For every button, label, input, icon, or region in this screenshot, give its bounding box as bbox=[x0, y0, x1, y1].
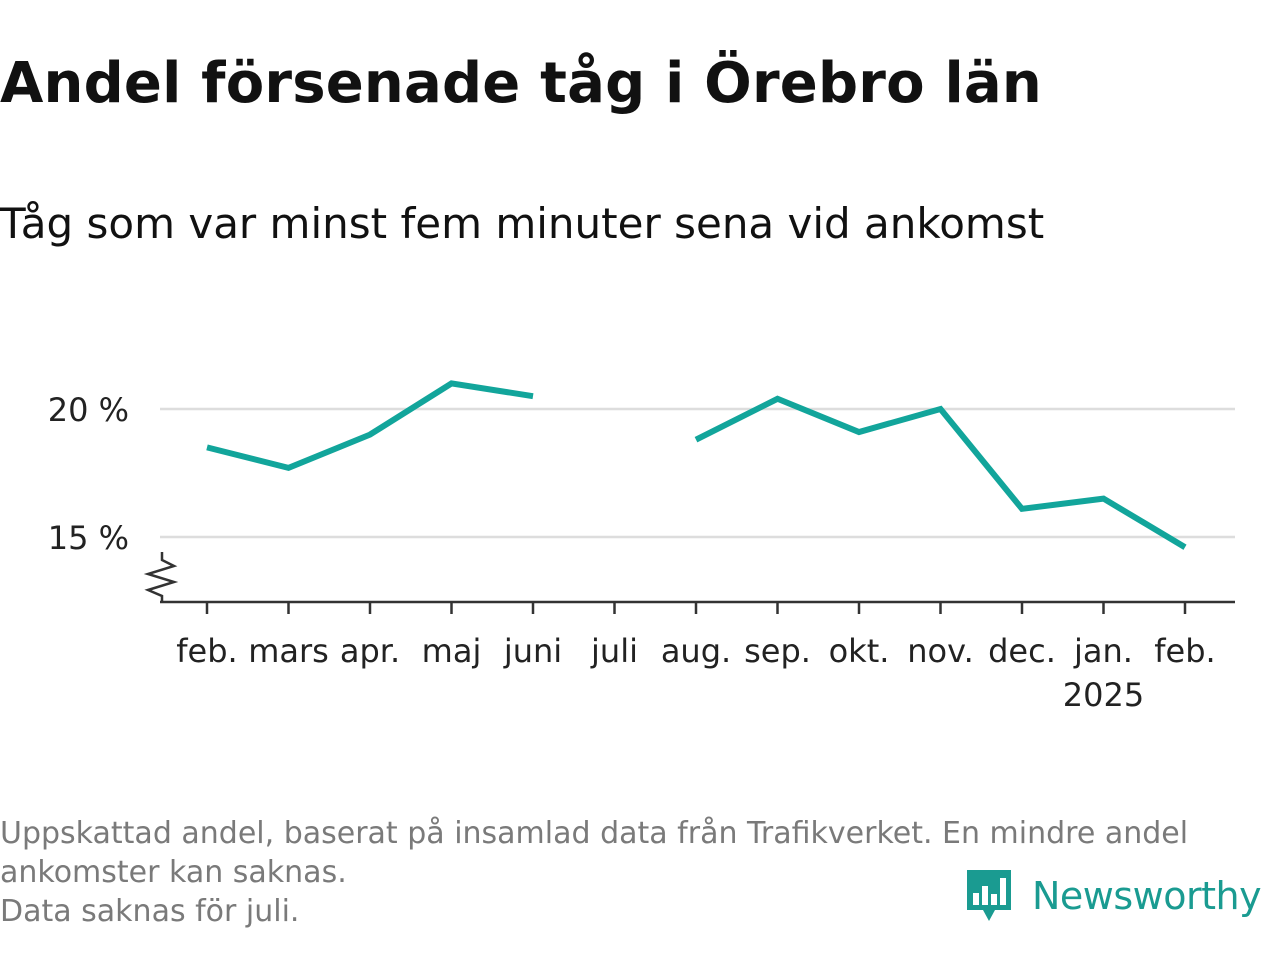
x-tick-label: juli bbox=[590, 632, 638, 670]
newsworthy-logo-icon bbox=[967, 870, 1011, 921]
series-line-segment bbox=[206, 380, 534, 472]
x-tick-label: maj bbox=[422, 632, 482, 670]
newsworthy-logo: Newsworthy bbox=[964, 864, 1262, 928]
brand-name: Newsworthy bbox=[1032, 874, 1262, 918]
x-tick-label: okt. bbox=[829, 632, 890, 670]
x-tick-label: jan. bbox=[1073, 632, 1133, 670]
series-line-segment bbox=[694, 395, 1187, 550]
y-tick-label: 20 % bbox=[48, 391, 129, 429]
x-tick-label: aug. bbox=[661, 632, 731, 670]
chart-footer: Uppskattad andel, baserat på insamlad da… bbox=[0, 814, 1270, 931]
chart-subtitle: Tåg som var minst fem minuter sena vid a… bbox=[0, 199, 1045, 248]
x-tick-label: apr. bbox=[340, 632, 400, 670]
chart-title: Andel försenade tåg i Örebro län bbox=[0, 51, 1042, 116]
x-tick-label: nov. bbox=[907, 632, 973, 670]
y-tick-labels: 15 % 20 % bbox=[48, 391, 129, 557]
x-year-label: 2025 bbox=[1063, 676, 1144, 714]
x-axis bbox=[143, 552, 1235, 614]
x-tick-label: juni bbox=[503, 632, 562, 670]
axis-break-marker bbox=[143, 552, 179, 602]
x-tick-labels: feb. mars apr. maj juni juli aug. sep. okt. nov. d… bbox=[176, 632, 1215, 714]
x-tick-label: mars bbox=[248, 632, 329, 670]
y-tick-label: 15 % bbox=[48, 519, 129, 557]
series-lines bbox=[206, 380, 1187, 550]
x-tick-label: dec. bbox=[988, 632, 1056, 670]
footer-note: Uppskattad andel, baserat på insamlad da… bbox=[0, 816, 1189, 890]
x-tick-label: feb. bbox=[176, 632, 237, 670]
x-tick-label: sep. bbox=[744, 632, 811, 670]
gridlines bbox=[160, 407, 1235, 539]
footer-missing-data-note: Data saknas för juli. bbox=[0, 894, 300, 929]
x-tick-label: feb. bbox=[1154, 632, 1215, 670]
